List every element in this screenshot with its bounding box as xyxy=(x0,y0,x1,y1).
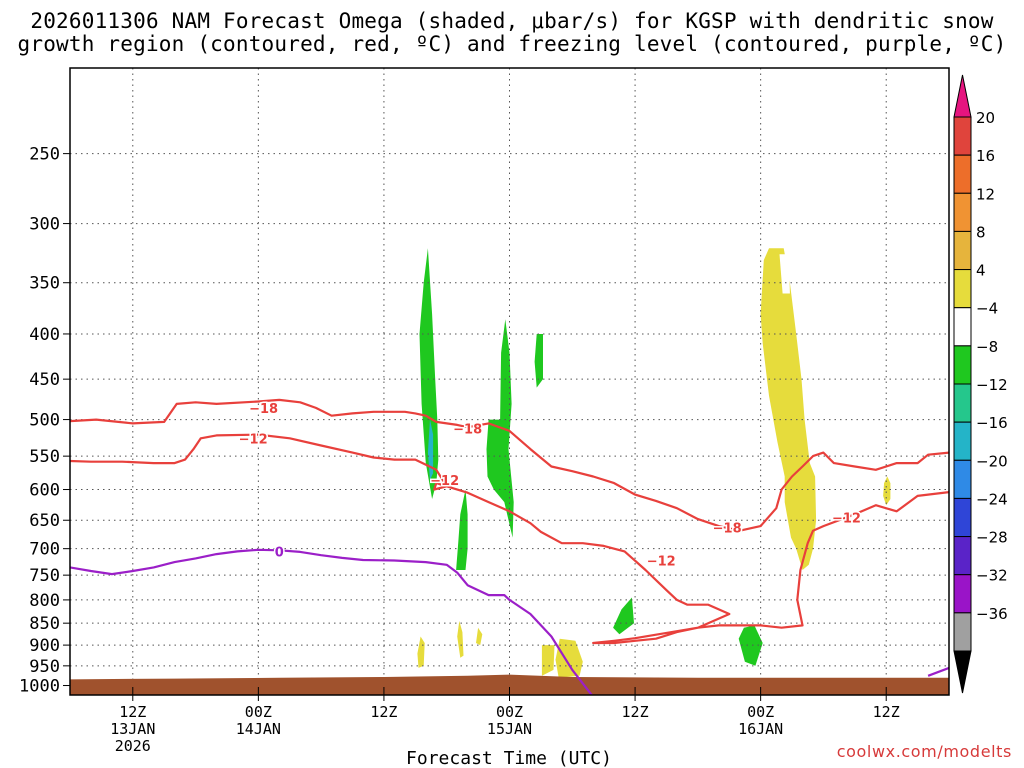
omega-region-14 xyxy=(555,638,583,678)
omega-region-10 xyxy=(417,636,425,668)
colorbar-top-arrow xyxy=(953,74,972,118)
ground-fill xyxy=(70,674,949,695)
ground-surface xyxy=(70,674,949,695)
y-tick-label-300: 300 xyxy=(29,215,60,235)
x-tick-label-54-0: 12Z xyxy=(622,703,649,721)
contour-label-7: 0 xyxy=(275,545,284,560)
omega-region-13 xyxy=(541,645,555,676)
colorbar-swatch-2 xyxy=(953,192,972,232)
x-tick-label-6-1: 13JAN xyxy=(110,720,155,738)
x-tick-label-78-0: 12Z xyxy=(873,703,900,721)
contour-label-4: −18 xyxy=(713,521,742,536)
omega-region-2 xyxy=(456,489,468,570)
colorbar-label-3: 8 xyxy=(976,223,986,241)
omega-region-9 xyxy=(883,476,891,506)
contour-label-0: −18 xyxy=(249,402,278,417)
colorbar-swatch-13 xyxy=(953,612,972,652)
colorbar-swatch-10 xyxy=(953,497,972,538)
contour--12 xyxy=(70,433,949,645)
y-tick-label-400: 400 xyxy=(29,325,60,345)
omega-region-4 xyxy=(534,334,543,388)
y-tick-label-900: 900 xyxy=(29,636,60,656)
colorbar-label-9: −20 xyxy=(976,452,1008,470)
colorbar-label-12: −32 xyxy=(976,567,1008,585)
contour-0 xyxy=(70,548,594,695)
omega-region-11 xyxy=(457,620,464,658)
y-tick-label-950: 950 xyxy=(29,657,60,677)
contour-labels: −18 −12 −18 −12 −18 −12 −12 0 xyxy=(237,400,862,571)
x-tick-label-66-0: 00Z xyxy=(747,703,774,721)
omega-region-6 xyxy=(738,625,763,666)
colorbar-label-8: −16 xyxy=(976,414,1008,432)
y-tick-label-800: 800 xyxy=(29,591,60,611)
y-tick-label-750: 750 xyxy=(29,566,60,586)
contour-label-6: −12 xyxy=(832,511,861,526)
y-tick-label-700: 700 xyxy=(29,540,60,560)
omega-region-5 xyxy=(613,597,634,635)
contour-label-5: −12 xyxy=(647,555,676,570)
chart-title-line1: 2026011306 NAM Forecast Omega (shaded, μ… xyxy=(30,9,994,33)
colorbar-swatch-7 xyxy=(953,383,972,423)
contour--18 xyxy=(70,398,949,532)
contour-label-2: −18 xyxy=(453,423,482,438)
colorbar-label-1: 16 xyxy=(976,147,995,165)
colorbar-label-11: −28 xyxy=(976,529,1008,547)
x-tick-label-42-1: 15JAN xyxy=(487,720,532,738)
colorbar: 20 16 12 8 4 −4 −8 −12 −16 −20 −24 −28 −32 −36 xyxy=(953,74,1008,694)
chart-title-line2: growth region (contoured, red, ºC) and f… xyxy=(17,32,1007,56)
omega-region-7 xyxy=(760,248,817,571)
y-tick-label-250: 250 xyxy=(29,145,60,165)
colorbar-label-4: 4 xyxy=(976,262,986,280)
omega-shading xyxy=(417,248,891,678)
colorbar-label-5: −4 xyxy=(976,300,998,318)
y-tick-label-1000: 1000 xyxy=(19,677,60,697)
credit-text: coolwx.com/modelts xyxy=(836,742,1012,761)
omega-region-8 xyxy=(779,254,790,294)
colorbar-swatch-5 xyxy=(953,307,972,347)
y-tick-label-850: 850 xyxy=(29,614,60,634)
colorbar-label-13: −36 xyxy=(976,605,1008,623)
colorbar-label-7: −12 xyxy=(976,376,1008,394)
colorbar-swatch-3 xyxy=(953,230,972,271)
y-tick-label-600: 600 xyxy=(29,481,60,501)
colorbar-bottom-arrow xyxy=(953,650,972,694)
x-tick-label-6-2: 2026 xyxy=(115,737,151,755)
colorbar-label-6: −8 xyxy=(976,338,998,356)
contour-0b xyxy=(927,666,949,677)
y-tick-label-350: 350 xyxy=(29,274,60,294)
x-axis-title: Forecast Time (UTC) xyxy=(406,748,612,768)
y-tick-label-500: 500 xyxy=(29,411,60,431)
omega-region-0 xyxy=(419,248,439,499)
x-tick-label-30-0: 12Z xyxy=(370,703,397,721)
contour-lines xyxy=(70,398,949,695)
contour-label-1: −12 xyxy=(239,432,268,447)
omega-region-1 xyxy=(427,419,434,480)
colorbar-swatch-0 xyxy=(953,116,972,156)
x-tick-label-6-0: 12Z xyxy=(119,703,146,721)
colorbar-swatch-12 xyxy=(953,574,972,614)
x-tick-label-18-1: 14JAN xyxy=(236,720,281,738)
colorbar-swatch-1 xyxy=(953,154,972,194)
x-tick-label-42-0: 00Z xyxy=(496,703,523,721)
colorbar-swatch-11 xyxy=(953,536,972,576)
x-tick-label-66-1: 16JAN xyxy=(738,720,783,738)
colorbar-swatch-8 xyxy=(953,421,972,461)
y-tick-label-550: 550 xyxy=(29,447,60,467)
colorbar-swatch-4 xyxy=(953,269,972,309)
omega-region-12 xyxy=(476,627,483,646)
colorbar-label-0: 20 xyxy=(976,109,995,127)
y-tick-label-450: 450 xyxy=(29,370,60,390)
colorbar-label-2: 12 xyxy=(976,185,995,203)
colorbar-swatch-6 xyxy=(953,345,972,385)
colorbar-label-10: −24 xyxy=(976,490,1008,508)
y-axis: 2503003504004505005506006507007508008509… xyxy=(19,145,70,697)
y-tick-label-650: 650 xyxy=(29,511,60,531)
x-tick-label-18-0: 00Z xyxy=(245,703,272,721)
colorbar-swatch-9 xyxy=(953,459,972,499)
contour-label-3: −12 xyxy=(430,474,459,489)
